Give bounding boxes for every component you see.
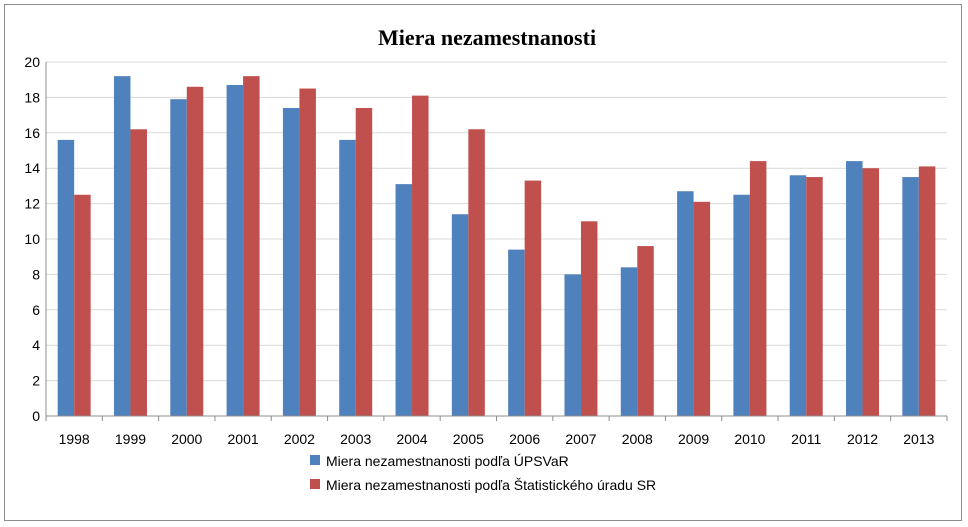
bar-statistical-office-2003	[355, 108, 373, 417]
bar-statistical-office-2005	[468, 129, 485, 416]
x-tick-label: 2010	[734, 431, 765, 447]
bar-statistical-office-2010	[749, 161, 767, 416]
bar-upsvar-2008	[620, 267, 638, 416]
bar-upsvar-1999	[113, 76, 131, 416]
bar-upsvar-2011	[789, 175, 807, 416]
bar-upsvar-2001	[226, 85, 244, 416]
bar-upsvar-2010	[733, 194, 750, 416]
x-tick-label: 2000	[171, 431, 202, 447]
bar-statistical-office-2013	[918, 166, 936, 416]
x-tick-label: 2012	[847, 431, 878, 447]
bar-upsvar-2000	[170, 99, 187, 417]
x-tick-label: 2011	[791, 431, 821, 447]
y-tick-labels: 0 2 4 6 8 10 12 14 16 18 20	[24, 54, 40, 424]
x-tick-label: 1999	[115, 431, 146, 447]
x-tick-label: 2004	[396, 431, 427, 447]
x-tick-label: 2001	[228, 431, 259, 447]
bar-statistical-office-2008	[637, 246, 654, 416]
bar-upsvar-2012	[846, 161, 863, 416]
y-tick-label: 14	[24, 160, 40, 176]
legend-entry-label: Miera nezamestnanosti podľa ÚPSVaR	[326, 453, 569, 469]
bar-statistical-office-2007	[580, 221, 598, 416]
legend: Miera nezamestnanosti podľa ÚPSVaR Miera …	[310, 453, 656, 493]
legend-swatch	[310, 479, 320, 489]
x-tick-label: 2002	[284, 431, 315, 447]
x-tick-label: 1998	[59, 431, 90, 447]
y-tick-label: 4	[32, 337, 40, 353]
y-tick-label: 16	[24, 125, 40, 141]
y-tick-label: 2	[32, 373, 40, 389]
bar-statistical-office-2011	[806, 177, 823, 416]
axes	[45, 62, 948, 421]
x-tick-labels: 1998 1999 2000 2001 2002 2003 2004 2005 2006 2007…	[59, 431, 935, 447]
bar-statistical-office-2001	[243, 76, 260, 416]
bar-upsvar-2002	[282, 108, 300, 417]
x-tick-label: 2008	[622, 431, 653, 447]
bar-upsvar-2007	[564, 274, 581, 416]
bar-upsvar-2009	[677, 191, 694, 416]
bar-statistical-office-2012	[862, 168, 880, 416]
x-tick-label: 2009	[678, 431, 709, 447]
bar-upsvar-2005	[451, 214, 469, 416]
bar-statistical-office-2004	[412, 95, 429, 416]
bar-statistical-office-1999	[130, 129, 147, 416]
y-tick-label: 20	[24, 54, 40, 70]
y-tick-label: 12	[24, 196, 40, 212]
chart-title: Miera nezamestnanosti	[378, 25, 596, 50]
legend-entry-label: Miera nezamestnanosti podľa Štatistickéh…	[326, 477, 656, 493]
y-tick-label: 0	[32, 408, 40, 424]
x-tick-label: 2013	[903, 431, 934, 447]
bar-statistical-office-1998	[74, 194, 91, 416]
bars	[57, 76, 936, 417]
bar-statistical-office-2000	[186, 86, 204, 416]
legend-swatch	[310, 455, 320, 465]
y-tick-label: 18	[24, 89, 40, 105]
y-tick-label: 6	[32, 302, 40, 318]
bar-statistical-office-2002	[299, 88, 316, 417]
x-tick-label: 2007	[565, 431, 596, 447]
bar-statistical-office-2006	[524, 180, 542, 416]
x-tick-label: 2003	[340, 431, 371, 447]
x-tick-label: 2006	[509, 431, 540, 447]
bar-upsvar-1998	[57, 139, 75, 416]
y-tick-label: 8	[32, 266, 40, 282]
bar-upsvar-2013	[902, 177, 919, 416]
bar-statistical-office-2009	[693, 201, 711, 416]
bar-upsvar-2006	[508, 249, 525, 416]
x-tick-label: 2005	[453, 431, 484, 447]
y-tick-label: 10	[24, 231, 40, 247]
bar-upsvar-2004	[395, 184, 413, 416]
bar-upsvar-2003	[339, 139, 356, 416]
